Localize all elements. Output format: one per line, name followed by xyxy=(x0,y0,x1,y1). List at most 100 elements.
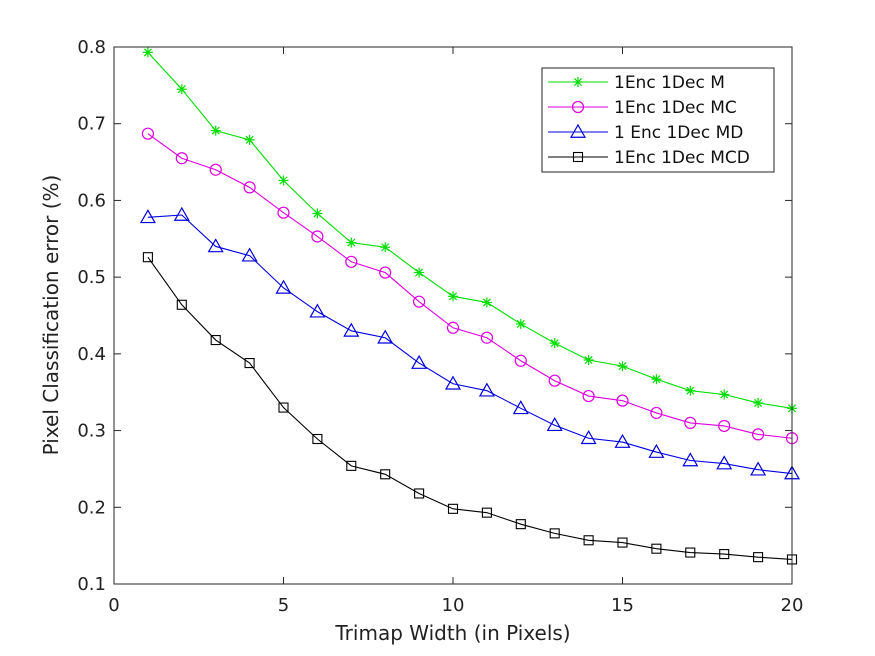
data-point xyxy=(446,321,460,334)
series-2 xyxy=(141,127,799,445)
data-point xyxy=(684,416,697,429)
data-point xyxy=(716,455,733,470)
series-layer xyxy=(139,47,801,565)
data-point xyxy=(312,433,323,445)
legend-label: 1Enc 1Dec MCD xyxy=(614,148,750,168)
data-point xyxy=(682,452,699,467)
data-point xyxy=(346,237,357,248)
y-tick-label: 0.2 xyxy=(77,497,106,518)
data-point xyxy=(414,267,425,278)
data-point xyxy=(175,152,188,165)
data-point xyxy=(617,361,628,372)
data-point xyxy=(448,291,458,302)
data-point xyxy=(346,460,357,471)
y-tick-label: 0.6 xyxy=(77,190,106,211)
data-point xyxy=(549,338,560,349)
data-point xyxy=(751,428,765,441)
data-point xyxy=(176,84,187,95)
data-point xyxy=(685,547,696,558)
data-point xyxy=(753,397,764,408)
legend-marker xyxy=(569,123,587,138)
legend-label: 1Enc 1Dec MC xyxy=(614,98,737,118)
data-point xyxy=(210,125,221,136)
y-tick-label: 0.7 xyxy=(77,114,106,135)
legend-marker xyxy=(571,100,585,114)
data-point xyxy=(244,358,255,369)
legend-item: 1Enc 1Dec MC xyxy=(548,98,737,118)
data-point xyxy=(142,252,153,263)
legend-label: 1 Enc 1Dec MD xyxy=(614,123,743,143)
data-point xyxy=(650,406,663,420)
x-tick-label: 10 xyxy=(442,595,465,616)
data-point xyxy=(173,206,190,221)
data-point xyxy=(750,461,767,476)
legend-item: 1Enc 1Dec MCD xyxy=(548,148,750,168)
tick-layer: 0 5 10 15 20 0.1 0.2 0.3 0.4 0.5 0.6 0.7 0.8 xyxy=(77,37,803,616)
data-point xyxy=(414,488,425,499)
x-tick-label: 15 xyxy=(611,595,634,616)
y-tick-label: 0.3 xyxy=(77,421,106,442)
data-point xyxy=(176,299,187,310)
data-point xyxy=(444,375,462,390)
y-tick-label: 0.4 xyxy=(77,344,106,365)
x-tick-label: 5 xyxy=(278,595,289,616)
data-point xyxy=(718,419,731,433)
series-4 xyxy=(142,252,798,565)
data-point xyxy=(309,303,326,318)
data-point xyxy=(583,354,594,365)
data-point xyxy=(275,279,292,294)
data-point xyxy=(514,354,527,367)
data-point xyxy=(142,47,153,58)
data-point xyxy=(614,433,631,448)
legend-marker xyxy=(573,77,583,87)
data-point xyxy=(241,247,258,262)
x-tick-label: 0 xyxy=(108,595,119,616)
data-point xyxy=(685,385,696,396)
data-point xyxy=(478,382,495,397)
data-point xyxy=(278,402,289,413)
legend-item: 1Enc 1Dec M xyxy=(548,73,725,93)
legend: 1Enc 1Dec M 1Enc 1Dec MC 1 Enc 1Dec MD 1Enc… xyxy=(541,67,775,173)
data-point xyxy=(480,331,493,344)
data-point xyxy=(580,430,597,445)
data-point xyxy=(413,295,426,308)
series-line xyxy=(147,256,793,561)
data-point xyxy=(277,206,290,219)
data-point xyxy=(719,389,730,400)
data-point xyxy=(312,208,323,219)
series-3 xyxy=(139,206,801,480)
legend-item: 1 Enc 1Dec MD xyxy=(548,123,743,143)
data-point xyxy=(549,528,560,539)
y-axis-title: Pixel Classification error (%) xyxy=(39,175,63,456)
legend-marker xyxy=(572,151,584,163)
data-point xyxy=(515,519,526,530)
data-point xyxy=(481,507,492,518)
data-point xyxy=(243,181,256,194)
data-point xyxy=(648,443,665,458)
x-axis-title: Trimap Width (in Pixels) xyxy=(334,621,570,645)
y-tick-label: 0.5 xyxy=(77,267,106,288)
data-point xyxy=(311,230,324,243)
data-point xyxy=(546,416,563,432)
legend-label: 1Enc 1Dec M xyxy=(614,73,725,93)
data-point xyxy=(548,374,561,387)
data-point xyxy=(345,255,358,268)
y-tick-label: 0.8 xyxy=(77,37,106,58)
data-point xyxy=(515,318,526,329)
data-point xyxy=(447,503,459,514)
data-point xyxy=(753,552,764,563)
data-point xyxy=(207,238,224,253)
data-point xyxy=(719,549,730,560)
data-point xyxy=(210,334,221,346)
data-point xyxy=(651,374,662,385)
data-point xyxy=(380,469,391,480)
data-point xyxy=(481,297,492,308)
data-point xyxy=(583,535,594,546)
data-point xyxy=(616,394,629,407)
data-point xyxy=(377,329,394,344)
data-point xyxy=(411,354,428,369)
data-point xyxy=(380,242,391,253)
data-point xyxy=(582,389,595,403)
y-tick-label: 0.1 xyxy=(77,574,106,595)
